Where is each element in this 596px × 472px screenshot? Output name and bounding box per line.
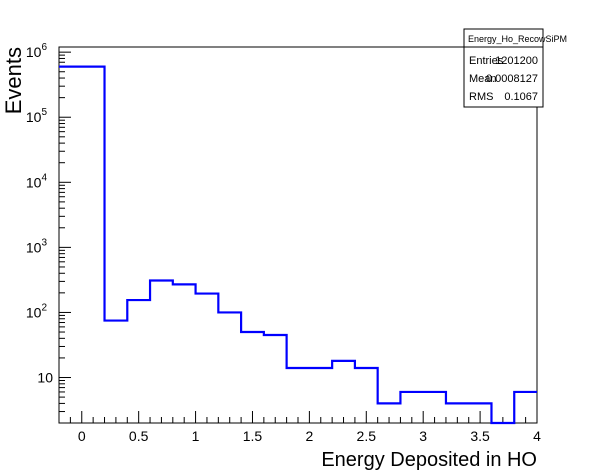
histogram-series-line bbox=[59, 65, 537, 425]
y-axis-ticks: 10 102 103 104 105 106 bbox=[26, 42, 71, 424]
stats-rms-value: 0.1067 bbox=[504, 91, 538, 103]
stats-rms-label: RMS bbox=[469, 91, 493, 103]
y-axis-label: Events bbox=[1, 47, 26, 114]
x-tick-label: 1.5 bbox=[243, 428, 263, 444]
y-tick-label: 102 bbox=[26, 302, 48, 320]
stats-box: Energy_Ho_RecowSiPM Entries 1201200 Mean… bbox=[463, 28, 567, 108]
x-axis-label: Energy Deposited in HO bbox=[321, 449, 537, 471]
y-tick-label: 106 bbox=[26, 42, 48, 60]
x-axis-ticks: 0 0.5 1 1.5 2 2.5 3 3.5 4 bbox=[58, 411, 541, 444]
stats-box-title: Energy_Ho_RecowSiPM bbox=[468, 34, 567, 44]
x-tick-label: 2.5 bbox=[357, 428, 377, 444]
y-tick-label: 10 bbox=[37, 370, 53, 386]
stats-mean-label: Mean bbox=[469, 73, 497, 85]
x-tick-label: 2 bbox=[305, 428, 313, 444]
x-tick-label: 0.5 bbox=[129, 428, 149, 444]
x-tick-label: 3.5 bbox=[470, 428, 490, 444]
y-tick-label: 105 bbox=[26, 107, 48, 125]
y-tick-label: 104 bbox=[26, 172, 48, 190]
stats-entries-label: Entries bbox=[469, 55, 504, 67]
x-tick-label: 1 bbox=[192, 428, 200, 444]
x-tick-label: 0 bbox=[78, 428, 86, 444]
y-tick-label: 103 bbox=[26, 237, 48, 255]
x-tick-label: 3 bbox=[419, 428, 427, 444]
stats-entries-value: 1201200 bbox=[495, 55, 538, 67]
x-tick-label: 4 bbox=[533, 428, 541, 444]
stats-mean-value: 0.0008127 bbox=[486, 73, 538, 85]
